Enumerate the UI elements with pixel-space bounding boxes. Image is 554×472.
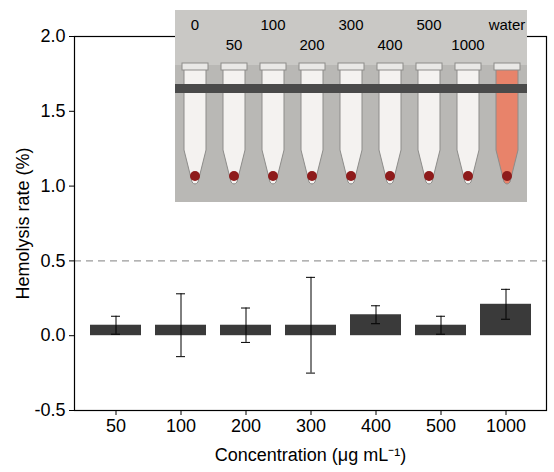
svg-text:0.5: 0.5 (40, 251, 65, 271)
svg-text:1.0: 1.0 (40, 176, 65, 196)
svg-text:1.5: 1.5 (40, 101, 65, 121)
svg-text:500: 500 (416, 16, 441, 33)
svg-text:50: 50 (106, 416, 126, 436)
svg-text:200: 200 (299, 36, 324, 53)
svg-text:water: water (488, 16, 526, 33)
svg-text:Hemolysis rate (%): Hemolysis rate (%) (13, 147, 33, 299)
svg-text:50: 50 (226, 36, 243, 53)
svg-text:500: 500 (426, 416, 456, 436)
svg-text:1000: 1000 (451, 36, 484, 53)
svg-text:1000: 1000 (486, 416, 526, 436)
svg-text:200: 200 (231, 416, 261, 436)
svg-text:400: 400 (361, 416, 391, 436)
svg-text:400: 400 (377, 36, 402, 53)
svg-text:100: 100 (166, 416, 196, 436)
svg-text:0: 0 (191, 16, 199, 33)
svg-text:2.0: 2.0 (40, 26, 65, 46)
svg-text:Concentration (μg mL⁻¹): Concentration (μg mL⁻¹) (215, 445, 406, 465)
svg-text:0.0: 0.0 (40, 325, 65, 345)
svg-text:300: 300 (296, 416, 326, 436)
svg-text:100: 100 (260, 16, 285, 33)
svg-text:300: 300 (338, 16, 363, 33)
svg-text:-0.5: -0.5 (34, 400, 65, 420)
